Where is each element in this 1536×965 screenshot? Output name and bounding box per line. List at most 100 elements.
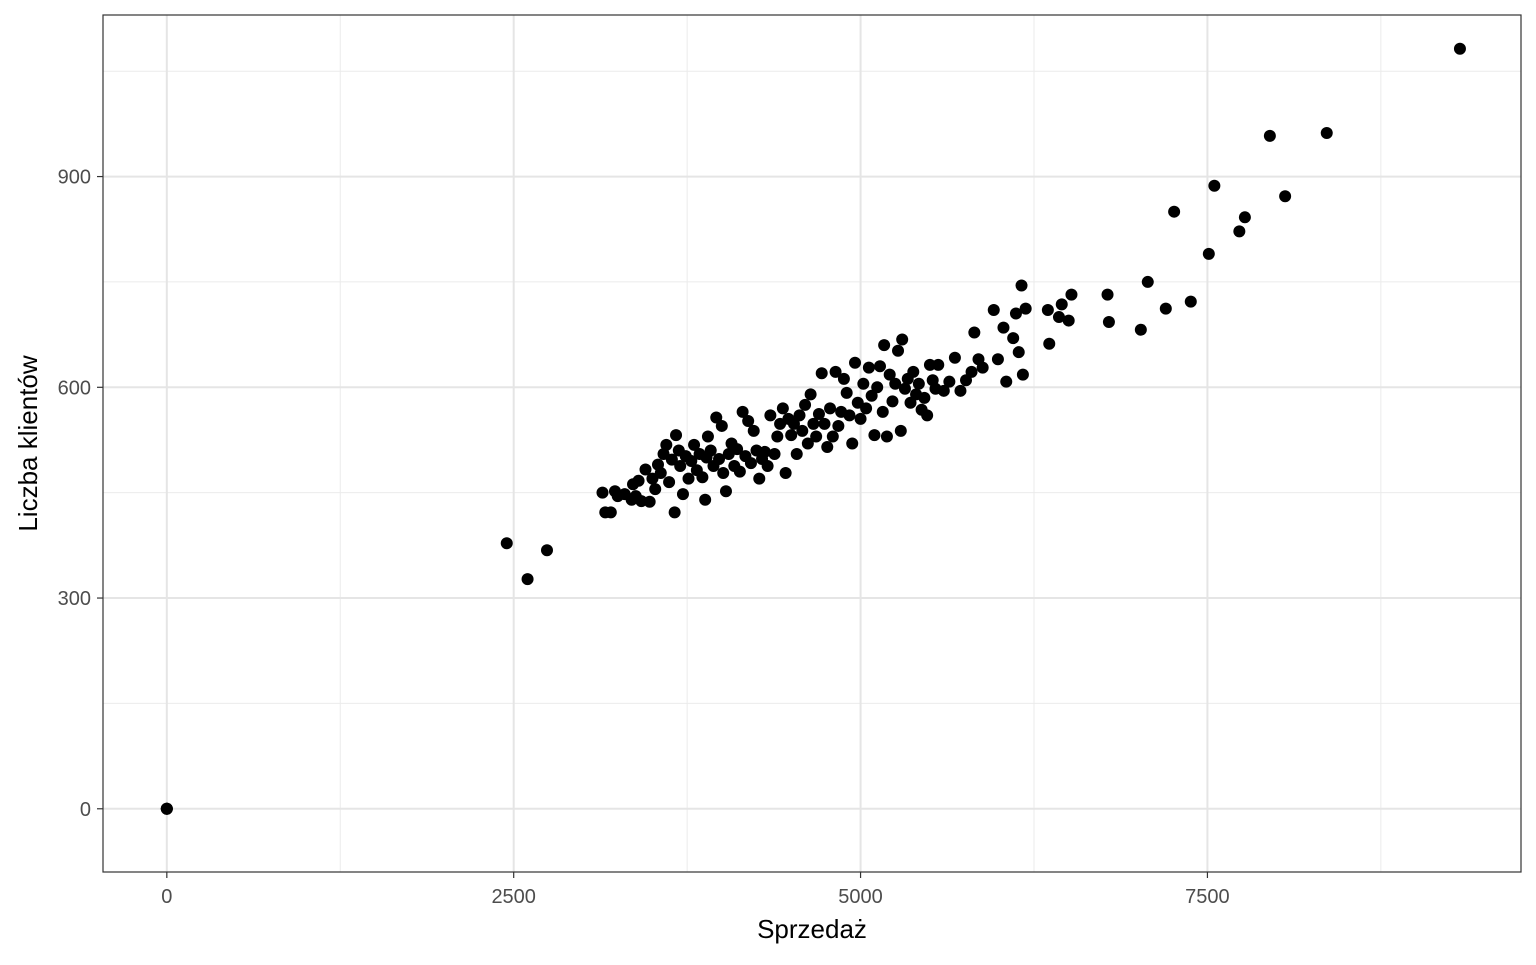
data-point	[764, 409, 777, 422]
data-point	[1012, 346, 1025, 359]
data-point	[826, 430, 839, 443]
data-point	[923, 358, 936, 371]
data-point	[1055, 298, 1068, 311]
data-point	[918, 391, 931, 404]
data-point	[660, 438, 673, 451]
data-point	[860, 402, 873, 415]
x-tick-label: 2500	[491, 886, 536, 908]
plot-border	[102, 14, 1522, 873]
data-point	[1238, 211, 1251, 224]
data-point	[1134, 323, 1147, 336]
data-point	[736, 405, 749, 418]
x-tick-label: 5000	[838, 886, 883, 908]
data-point	[654, 467, 667, 480]
data-point	[733, 465, 746, 478]
data-point	[796, 424, 809, 437]
data-points	[160, 42, 1466, 815]
data-point	[896, 333, 909, 346]
data-point	[771, 430, 784, 443]
data-point	[1168, 205, 1181, 218]
data-point	[1007, 332, 1020, 345]
data-point	[713, 452, 726, 465]
data-point	[715, 419, 728, 432]
data-point	[804, 388, 817, 401]
data-point	[921, 409, 934, 422]
data-point	[868, 429, 881, 442]
data-point	[991, 353, 1004, 366]
data-point	[785, 429, 798, 442]
data-point	[160, 802, 173, 815]
data-point	[832, 419, 845, 432]
data-point	[1320, 127, 1333, 140]
data-point	[744, 457, 757, 470]
data-point	[880, 430, 893, 443]
y-tick-label: 300	[58, 588, 91, 610]
data-point	[1101, 288, 1114, 301]
x-axis-title: Sprzedaż	[757, 914, 867, 944]
data-point	[643, 495, 656, 508]
data-point	[793, 409, 806, 422]
data-point	[1453, 42, 1466, 55]
data-point	[937, 384, 950, 397]
data-point	[1062, 314, 1075, 327]
data-point	[704, 444, 717, 457]
y-tick-label: 600	[58, 377, 91, 399]
axis-ticks	[97, 175, 1209, 878]
data-point	[719, 485, 732, 498]
data-point	[829, 365, 842, 378]
data-point	[632, 474, 645, 487]
data-point	[758, 445, 771, 458]
data-point	[873, 360, 886, 373]
data-point	[668, 506, 681, 519]
data-point	[500, 537, 513, 550]
data-point	[1015, 279, 1028, 292]
data-point	[663, 476, 676, 489]
data-point	[701, 430, 714, 443]
grid-minor	[103, 15, 1521, 872]
y-axis-title: Liczba klientów	[13, 355, 43, 532]
data-point	[1208, 179, 1221, 192]
data-point	[907, 365, 920, 378]
data-point	[1184, 295, 1197, 308]
data-point	[807, 417, 820, 430]
data-point	[1019, 302, 1032, 315]
data-point	[604, 506, 617, 519]
data-point	[1000, 375, 1013, 388]
data-point	[892, 344, 905, 357]
grid-major	[103, 15, 1521, 872]
data-point	[1016, 368, 1029, 381]
data-point	[886, 395, 899, 408]
data-point	[857, 377, 870, 390]
data-point	[968, 326, 981, 339]
data-point	[997, 321, 1010, 334]
data-point	[742, 415, 755, 428]
data-point	[696, 471, 709, 484]
y-tick-labels: 0 300 600 900	[58, 167, 91, 821]
data-point	[699, 493, 712, 506]
data-point	[883, 368, 896, 381]
data-point	[1052, 311, 1065, 324]
data-point	[840, 386, 853, 399]
data-point	[815, 367, 828, 380]
data-point	[932, 358, 945, 371]
data-point	[810, 430, 823, 443]
data-point	[871, 381, 884, 394]
data-point	[912, 377, 925, 390]
data-point	[1102, 315, 1115, 328]
x-tick-label: 0	[161, 886, 172, 908]
data-point	[837, 372, 850, 385]
y-tick-label: 0	[80, 799, 91, 821]
data-point	[862, 361, 875, 374]
data-point	[790, 448, 803, 461]
data-point	[824, 402, 837, 415]
data-point	[1279, 190, 1292, 203]
data-point	[521, 573, 534, 586]
data-point	[954, 384, 967, 397]
data-point	[1009, 307, 1022, 320]
data-point	[649, 483, 662, 496]
y-tick-label: 900	[58, 167, 91, 189]
data-point	[889, 377, 902, 390]
data-point	[1065, 288, 1078, 301]
data-point	[682, 472, 695, 485]
data-point	[674, 459, 687, 472]
